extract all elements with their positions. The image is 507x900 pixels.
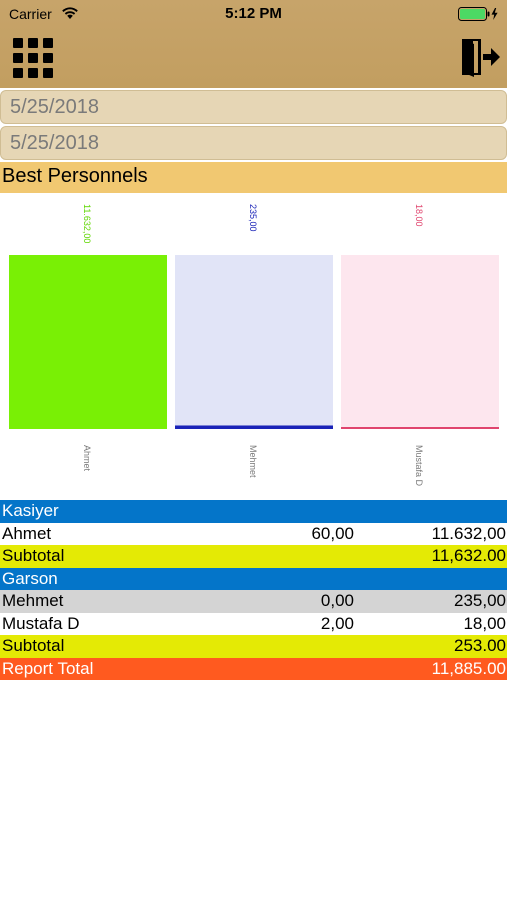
group-name: Kasiyer xyxy=(2,501,59,520)
end-date-field[interactable]: 5/25/2018 xyxy=(0,126,507,160)
report-total-value: 11,885.00 xyxy=(431,658,506,678)
personnel-name: Mustafa D xyxy=(2,613,80,633)
app-header: Carrier 5:12 PM xyxy=(0,0,507,88)
wifi-icon xyxy=(62,7,78,19)
table-row[interactable]: Mustafa D 2,00 18,00 xyxy=(0,612,507,635)
category-label: Mustafa D xyxy=(414,445,424,487)
personnel-name: Mehmet xyxy=(2,591,64,610)
amount-value: 235,00 xyxy=(454,591,506,610)
subtotal-label: Subtotal xyxy=(2,636,65,655)
clock-label: 5:12 PM xyxy=(225,5,282,22)
quantity-value: 60,00 xyxy=(311,523,354,543)
exit-button[interactable] xyxy=(459,36,501,78)
amount-value: 18,00 xyxy=(463,613,506,633)
bar-value-ahmet xyxy=(9,255,167,429)
subtotal-value: 253.00 xyxy=(454,636,506,655)
exit-door-icon xyxy=(462,39,500,77)
report-table: Kasiyer Ahmet 60,00 11.632,00 Subtotal 11,632… xyxy=(0,500,507,680)
category-label: Ahmet xyxy=(82,445,92,472)
battery-icon xyxy=(458,7,498,21)
best-personnels-chart: 11.632,00 Ahmet 235,00 Mehmet 18,00 Mustafa D xyxy=(0,195,507,498)
carrier-label: Carrier xyxy=(9,6,52,22)
table-row[interactable]: Mehmet 0,00 235,00 xyxy=(0,590,507,613)
quantity-value: 2,00 xyxy=(320,613,354,633)
bar-chart: 11.632,00 Ahmet 235,00 Mehmet 18,00 Mustafa D xyxy=(9,204,499,487)
data-label: 235,00 xyxy=(248,204,258,232)
report-total-row: Report Total 11,885.00 xyxy=(0,657,507,680)
subtotal-value: 11,632.00 xyxy=(431,546,506,565)
data-label: 18,00 xyxy=(414,204,424,227)
group-name: Garson xyxy=(2,568,58,588)
bar-mustafa-d xyxy=(341,255,499,429)
status-bar: Carrier 5:12 PM xyxy=(0,0,507,28)
grid-menu-button[interactable] xyxy=(13,38,53,78)
bar-value-mustafa-d xyxy=(341,427,499,429)
personnel-name: Ahmet xyxy=(2,523,52,543)
bar-value-mehmet xyxy=(175,425,333,429)
amount-value: 11.632,00 xyxy=(431,523,506,543)
end-date-value: 5/25/2018 xyxy=(10,132,99,154)
category-label: Mehmet xyxy=(248,445,258,478)
table-row[interactable]: Ahmet 60,00 11.632,00 xyxy=(0,522,507,545)
start-date-field[interactable]: 5/25/2018 xyxy=(0,90,507,124)
section-title-label: Best Personnels xyxy=(2,165,148,187)
start-date-value: 5/25/2018 xyxy=(10,96,99,118)
subtotal-label: Subtotal xyxy=(2,546,65,565)
group-header-row: Garson xyxy=(0,567,507,590)
subtotal-row: Subtotal 11,632.00 xyxy=(0,545,507,568)
data-label: 11.632,00 xyxy=(82,204,92,243)
subtotal-row: Subtotal 253.00 xyxy=(0,635,507,658)
report-total-label: Report Total xyxy=(2,658,94,678)
bar-mehmet xyxy=(175,255,333,429)
section-title: Best Personnels xyxy=(0,162,507,193)
quantity-value: 0,00 xyxy=(320,591,354,610)
group-header-row: Kasiyer xyxy=(0,500,507,523)
